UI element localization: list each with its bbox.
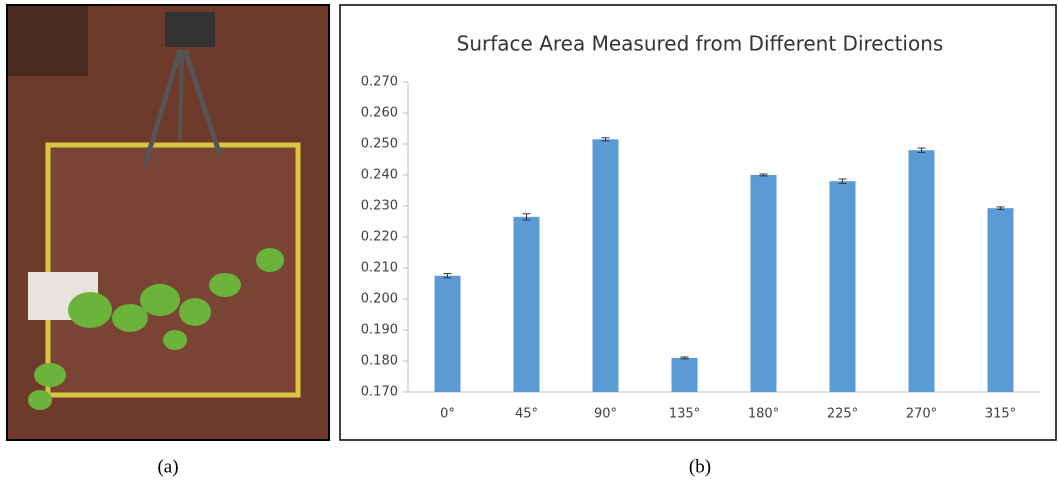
chart-title: Surface Area Measured from Different Dir… bbox=[457, 32, 944, 56]
bar bbox=[592, 139, 619, 392]
x-tick-label: 45° bbox=[515, 407, 538, 422]
y-tick-label: 0.250 bbox=[361, 137, 398, 152]
y-tick-label: 0.270 bbox=[361, 75, 398, 90]
x-tick-label: 135° bbox=[669, 407, 700, 422]
x-tick-label: 225° bbox=[827, 407, 858, 422]
bar bbox=[908, 150, 935, 392]
y-tick-label: 0.190 bbox=[361, 323, 398, 338]
caption: (b) bbox=[689, 456, 711, 477]
photo bbox=[6, 4, 330, 441]
y-tick-label: 0.180 bbox=[361, 354, 398, 369]
y-tick-label: 0.230 bbox=[361, 199, 398, 214]
y-tick-label: 0.170 bbox=[361, 385, 398, 400]
bar bbox=[513, 216, 540, 392]
bar bbox=[829, 181, 856, 392]
bar bbox=[671, 357, 698, 392]
y-tick-label: 0.200 bbox=[361, 292, 398, 307]
bar bbox=[987, 208, 1014, 392]
bar bbox=[434, 275, 461, 392]
x-tick-label: 90° bbox=[594, 407, 617, 422]
x-tick-label: 180° bbox=[748, 407, 779, 422]
caption: (a) bbox=[157, 456, 178, 477]
y-tick-label: 0.210 bbox=[361, 261, 398, 276]
bar bbox=[750, 175, 777, 392]
y-tick-label: 0.260 bbox=[361, 106, 398, 121]
x-tick-label: 315° bbox=[985, 407, 1016, 422]
x-tick-label: 0° bbox=[440, 407, 455, 422]
x-tick-label: 270° bbox=[906, 407, 937, 422]
y-tick-label: 0.240 bbox=[361, 168, 398, 183]
y-tick-label: 0.220 bbox=[361, 230, 398, 245]
